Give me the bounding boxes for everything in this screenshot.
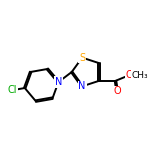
Text: N: N — [78, 81, 86, 91]
Text: S: S — [79, 53, 85, 63]
Text: Cl: Cl — [8, 85, 17, 95]
Text: O: O — [113, 86, 121, 96]
Text: N: N — [55, 77, 62, 87]
Text: CH₃: CH₃ — [132, 71, 149, 80]
Text: O: O — [125, 70, 133, 80]
